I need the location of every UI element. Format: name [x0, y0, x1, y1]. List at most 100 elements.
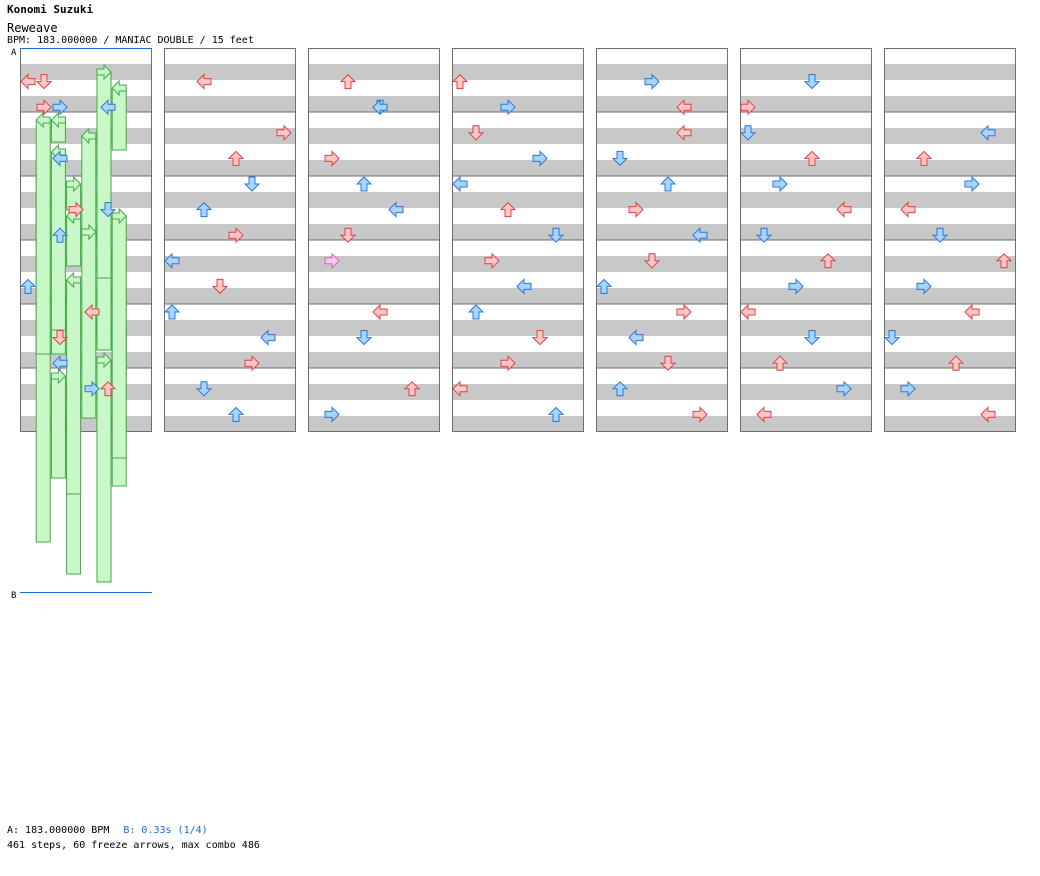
freeze-arrow	[111, 207, 127, 459]
step-arrow	[195, 201, 213, 218]
step-arrow	[692, 226, 708, 244]
step-arrow	[195, 381, 213, 397]
row-stripe	[596, 288, 728, 304]
step-arrow	[611, 150, 629, 167]
row-stripe	[596, 160, 728, 176]
freeze-arrow	[96, 63, 112, 279]
step-arrow	[676, 303, 692, 321]
step-arrow	[84, 303, 100, 321]
marker-a-label: A	[11, 48, 17, 58]
chart-column	[884, 48, 1016, 432]
step-arrow	[532, 150, 548, 167]
freeze-arrow	[81, 127, 97, 251]
freeze-head	[111, 79, 127, 97]
step-arrow	[836, 380, 852, 398]
step-arrow	[276, 124, 292, 142]
step-arrow	[772, 175, 788, 193]
row-stripe	[308, 416, 440, 432]
step-arrow	[20, 73, 36, 90]
freeze-body	[96, 71, 112, 279]
row-stripe	[164, 192, 296, 208]
freeze-arrow	[81, 223, 97, 419]
step-arrow	[227, 150, 245, 166]
row-stripe	[452, 192, 584, 208]
row-stripe	[164, 64, 296, 80]
step-arrow	[260, 329, 276, 346]
row-stripe	[596, 384, 728, 400]
row-stripe	[164, 96, 296, 112]
step-arrow	[324, 252, 340, 270]
row-stripe	[164, 160, 296, 176]
row-stripe	[884, 96, 1016, 112]
freeze-head	[81, 223, 97, 241]
step-arrow	[916, 278, 932, 295]
row-stripe	[452, 256, 584, 272]
artist-name: Konomi Suzuki	[7, 3, 94, 16]
row-stripe	[308, 64, 440, 80]
step-arrow	[19, 278, 37, 294]
row-stripe	[740, 384, 872, 400]
freeze-arrow	[65, 207, 82, 267]
freeze-head	[66, 175, 82, 193]
step-arrow	[99, 381, 117, 397]
row-stripe	[452, 416, 584, 432]
row-stripe	[452, 288, 584, 304]
step-arrow	[52, 98, 68, 116]
stop-b-text: B: 0.33s (1/4)	[123, 825, 208, 836]
freeze-arrow	[50, 111, 66, 143]
step-arrow	[68, 201, 84, 218]
row-stripe	[452, 384, 584, 400]
row-stripe	[884, 192, 1016, 208]
row-stripe	[596, 416, 728, 432]
freeze-head	[111, 207, 127, 225]
row-stripe	[164, 320, 296, 336]
row-stripe	[740, 352, 872, 368]
freeze-head	[96, 351, 112, 369]
chart-column	[308, 48, 440, 432]
step-arrow	[547, 406, 565, 422]
step-arrow	[692, 406, 708, 423]
row-stripe	[596, 256, 728, 272]
row-stripe	[740, 96, 872, 112]
freeze-arrow	[65, 271, 82, 495]
row-stripe	[308, 128, 440, 144]
step-arrow	[211, 278, 229, 295]
step-arrow	[676, 98, 692, 116]
row-stripe	[452, 320, 584, 336]
row-stripe	[308, 256, 440, 272]
step-arrow	[51, 330, 69, 346]
step-arrow	[51, 227, 69, 243]
bpm-a-text: A: 183.000000 BPM	[7, 825, 110, 836]
step-arrow	[451, 73, 469, 90]
step-arrow	[644, 73, 660, 90]
row-stripe	[884, 320, 1016, 336]
row-stripe	[164, 128, 296, 144]
step-arrow	[883, 330, 901, 346]
step-arrow	[467, 304, 485, 320]
step-arrow	[324, 406, 340, 423]
step-arrow	[803, 150, 821, 166]
row-stripe	[164, 416, 296, 432]
step-arrow	[36, 98, 52, 116]
step-arrow	[819, 253, 837, 269]
row-stripe	[452, 96, 584, 112]
column-border	[884, 48, 1016, 432]
step-arrow	[980, 406, 996, 423]
row-stripe	[308, 384, 440, 400]
freeze-body	[111, 87, 127, 151]
row-stripe	[884, 288, 1016, 304]
column-border	[596, 48, 728, 432]
row-stripe	[308, 160, 440, 176]
column-border	[164, 48, 296, 432]
step-arrow	[643, 253, 661, 269]
row-stripe	[452, 224, 584, 240]
step-arrow	[228, 226, 244, 244]
row-stripe	[452, 64, 584, 80]
step-arrow	[52, 354, 68, 372]
row-stripe	[740, 416, 872, 432]
step-arrow	[900, 201, 916, 218]
step-arrow	[372, 303, 388, 321]
step-arrow	[900, 380, 916, 398]
step-arrow	[947, 355, 965, 371]
